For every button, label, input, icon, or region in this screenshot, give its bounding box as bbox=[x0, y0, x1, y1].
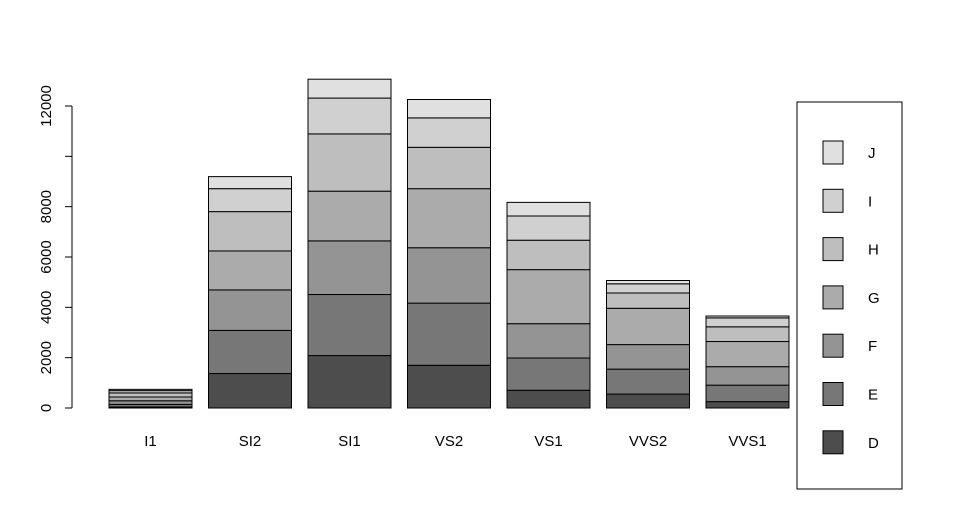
bar-VS1-F bbox=[506, 323, 591, 359]
bar-SI1-D bbox=[307, 355, 392, 409]
x-tick-label: VVS2 bbox=[629, 433, 667, 450]
bar-SI2-F bbox=[208, 289, 292, 331]
bar-VVS1-H bbox=[705, 326, 790, 343]
legend-swatch-G bbox=[822, 285, 844, 310]
bar-VS2-H bbox=[407, 146, 491, 190]
legend-swatch-E bbox=[822, 382, 844, 406]
bar-VVS2-I bbox=[606, 283, 690, 294]
bar-VS2-F bbox=[407, 247, 491, 304]
y-tick-label: 4000 bbox=[38, 291, 55, 324]
legend-swatch-I bbox=[822, 188, 844, 213]
y-tick-label: 8000 bbox=[38, 190, 55, 223]
bar-SI1-G bbox=[307, 190, 392, 242]
bar-SI1-E bbox=[307, 294, 392, 357]
y-axis: 0 2000 4000 6000 8000 12000 bbox=[38, 85, 73, 412]
legend-swatch-F bbox=[822, 333, 844, 358]
bar-VVS2-J bbox=[606, 280, 690, 285]
x-tick-label: SI2 bbox=[239, 433, 262, 450]
legend-label-E: E bbox=[868, 387, 878, 404]
legend-label-D: D bbox=[868, 435, 879, 452]
legend-box bbox=[796, 101, 903, 490]
legend-label-I: I bbox=[868, 193, 872, 210]
x-tick-label: VS2 bbox=[435, 433, 463, 450]
y-tick-label: 0 bbox=[38, 404, 55, 412]
legend-label-F: F bbox=[868, 338, 877, 355]
bar-I1-F bbox=[108, 400, 193, 405]
bar-VS2-D bbox=[407, 364, 491, 409]
bar-VVS2-H bbox=[606, 292, 690, 309]
bar-SI1-H bbox=[307, 133, 392, 192]
y-tick-label: 12000 bbox=[38, 85, 55, 127]
legend-swatch-H bbox=[822, 237, 844, 262]
bar-SI2-G bbox=[208, 250, 292, 291]
bar-VVS1-G bbox=[705, 341, 790, 368]
bar-VS2-G bbox=[407, 188, 491, 249]
bar-VVS1-F bbox=[705, 366, 790, 386]
bar-VS1-D bbox=[506, 389, 591, 409]
legend-swatch-J bbox=[822, 140, 844, 165]
bar-VVS2-G bbox=[606, 307, 690, 346]
bar-VVS1-D bbox=[705, 401, 790, 409]
bar-VVS2-F bbox=[606, 344, 690, 370]
bar-VVS2-E bbox=[606, 368, 690, 395]
bar-VS2-J bbox=[407, 99, 491, 119]
bar-VS1-G bbox=[506, 269, 591, 325]
legend-label-G: G bbox=[868, 290, 880, 307]
bar-SI2-D bbox=[208, 373, 292, 409]
bar-SI2-J bbox=[208, 176, 292, 190]
legend-label-H: H bbox=[868, 242, 879, 259]
bar-I1-J bbox=[108, 388, 193, 392]
bar-SI2-H bbox=[208, 211, 292, 252]
x-tick-label: VVS1 bbox=[728, 433, 766, 450]
bar-VVS1-E bbox=[705, 384, 790, 403]
bar-SI1-I bbox=[307, 97, 392, 135]
legend: J I H G F E D bbox=[796, 101, 903, 490]
bar-VS2-E bbox=[407, 302, 491, 366]
bars bbox=[108, 78, 790, 409]
bar-SI2-I bbox=[208, 188, 292, 213]
bar-I1-H bbox=[108, 392, 193, 398]
bar-SI1-J bbox=[307, 78, 392, 99]
bar-SI2-E bbox=[208, 329, 292, 375]
bar-VS1-J bbox=[506, 201, 591, 217]
bar-VS2-I bbox=[407, 117, 491, 148]
bar-VVS1-J bbox=[705, 315, 790, 319]
bar-SI1-F bbox=[307, 240, 392, 296]
bar-VVS1-I bbox=[705, 317, 790, 328]
y-tick-label: 6000 bbox=[38, 240, 55, 273]
x-axis-labels: I1 SI2 SI1 VS2 VS1 VVS2 VVS1 bbox=[144, 433, 766, 450]
x-tick-label: I1 bbox=[144, 433, 157, 450]
bar-VVS2-D bbox=[606, 393, 690, 409]
y-tick-label: 2000 bbox=[38, 341, 55, 374]
bar-I1-G bbox=[108, 396, 193, 402]
legend-label-J: J bbox=[868, 145, 876, 162]
bar-VS1-I bbox=[506, 215, 591, 241]
bar-VS1-H bbox=[506, 239, 591, 271]
bar-VS1-E bbox=[506, 357, 591, 391]
legend-swatch-D bbox=[822, 430, 844, 455]
x-tick-label: SI1 bbox=[338, 433, 361, 450]
x-tick-label: VS1 bbox=[534, 433, 562, 450]
